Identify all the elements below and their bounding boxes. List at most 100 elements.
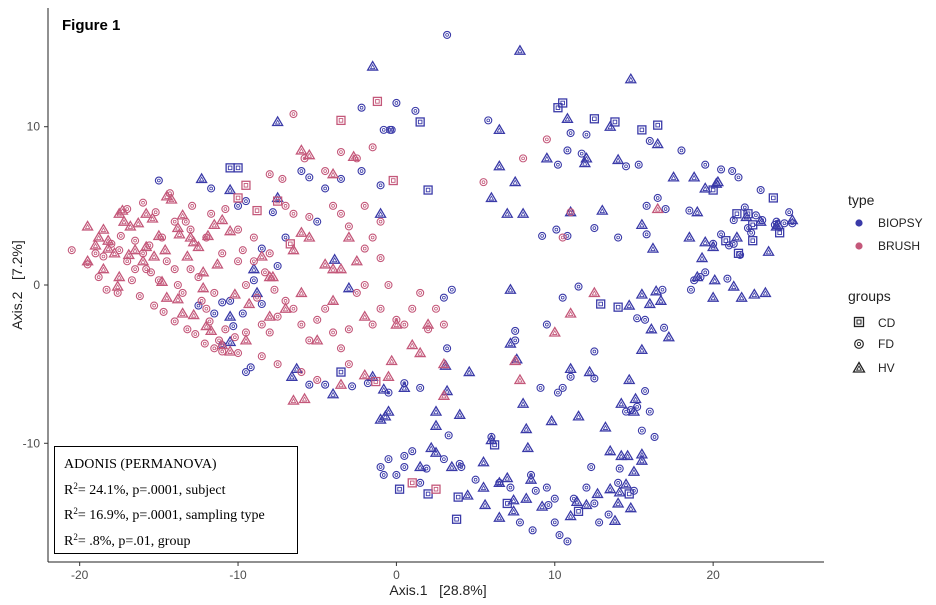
point-brush-fd [146, 268, 155, 277]
point-biopsy-fd [621, 407, 631, 416]
point-brush-fd [368, 233, 377, 242]
point-biopsy-hv [223, 310, 237, 321]
point-biopsy-hv [667, 171, 680, 182]
point-biopsy-fd [701, 268, 710, 277]
point-biopsy-fd [661, 204, 670, 214]
x-tick-label: 20 [706, 568, 720, 582]
point-biopsy-cd [721, 236, 731, 246]
point-biopsy-fd [528, 526, 537, 535]
point-brush-fd [368, 320, 377, 329]
point-brush-hv [548, 326, 561, 337]
point-biopsy-cd [573, 506, 584, 516]
point-biopsy-fd [550, 494, 559, 503]
legend-biopsy-label: BIOPSY [878, 216, 923, 230]
point-biopsy-fd [756, 185, 765, 195]
point-brush-fd [336, 344, 346, 353]
point-brush-fd [431, 304, 441, 313]
point-brush-fd [329, 201, 338, 210]
point-brush-hv [295, 144, 308, 155]
point-biopsy-hv [285, 370, 299, 381]
point-biopsy-fd [443, 344, 452, 353]
point-brush-fd [230, 333, 239, 342]
point-brush-hv [122, 248, 135, 260]
point-brush-fd [558, 233, 567, 242]
point-biopsy-fd [241, 197, 251, 206]
point-biopsy-fd [506, 483, 515, 492]
point-biopsy-fd [538, 231, 547, 240]
point-brush-fd [360, 280, 369, 290]
point-brush-fd [289, 110, 298, 119]
axes: -20 -10 0 10 20 -10 0 10 [23, 8, 824, 582]
point-biopsy-hv [646, 242, 660, 253]
point-biopsy-fd [634, 160, 643, 169]
point-biopsy-hv [493, 511, 506, 522]
point-biopsy-hv [477, 481, 490, 492]
point-biopsy-hv [429, 405, 443, 416]
point-brush-cd [285, 239, 295, 249]
point-biopsy-hv [608, 514, 622, 525]
point-brush-fd [210, 288, 219, 297]
point-biopsy-hv [762, 245, 775, 256]
point-biopsy-fd [400, 462, 409, 472]
point-brush-fd [162, 257, 171, 266]
point-biopsy-fd [642, 201, 651, 210]
point-biopsy-cd [225, 163, 235, 173]
point-brush-hv [358, 310, 371, 321]
point-brush-hv [295, 286, 308, 298]
point-biopsy-hv [513, 44, 527, 55]
point-biopsy-hv [429, 446, 443, 457]
point-biopsy-fd [439, 293, 448, 302]
point-brush-fd [542, 135, 551, 144]
point-brush-fd [241, 280, 251, 290]
point-biopsy-hv [501, 471, 514, 483]
point-brush-hv [140, 240, 153, 252]
point-biopsy-fd [443, 30, 452, 39]
point-biopsy-fd [642, 230, 651, 239]
point-biopsy-fd [484, 116, 493, 125]
legend-brush-label: BRUSH [878, 239, 920, 253]
point-brush-hv [255, 250, 268, 261]
point-biopsy-fd [587, 462, 596, 472]
point-brush-fd [408, 304, 417, 313]
point-brush-cd [431, 484, 441, 494]
point-brush-fd [360, 244, 369, 253]
point-biopsy-hv [564, 362, 577, 374]
point-brush-fd [113, 288, 122, 297]
point-brush-hv [187, 308, 200, 320]
point-biopsy-fd [241, 368, 251, 377]
point-brush-hv [437, 357, 451, 369]
point-biopsy-fd [645, 407, 654, 416]
point-biopsy-hv [635, 218, 649, 230]
point-brush-fd [221, 204, 230, 214]
point-brush-fd [439, 320, 448, 329]
point-biopsy-hv [688, 171, 701, 182]
point-brush-hv [326, 262, 340, 274]
point-biopsy-fd [701, 160, 710, 169]
point-brush-hv [124, 220, 137, 231]
point-biopsy-fd [558, 383, 567, 392]
point-brush-hv [152, 229, 165, 241]
point-biopsy-hv [691, 270, 704, 282]
point-biopsy-fd [723, 274, 732, 283]
point-brush-hv [334, 262, 348, 274]
point-biopsy-hv [520, 492, 533, 503]
point-biopsy-hv [572, 410, 585, 421]
point-biopsy-hv [382, 405, 395, 416]
point-brush-fd [289, 304, 298, 313]
point-brush-fd [151, 208, 160, 217]
point-brush-fd [273, 312, 282, 321]
point-biopsy-fd [729, 216, 738, 225]
point-biopsy-fd [229, 322, 238, 331]
legend-biopsy-swatch [855, 219, 863, 227]
point-brush-fd [416, 288, 425, 297]
point-brush-fd [233, 225, 243, 234]
point-biopsy-hv [708, 273, 721, 285]
point-biopsy-cd [624, 489, 634, 499]
point-biopsy-fd [531, 486, 540, 495]
point-biopsy-hv [524, 473, 538, 484]
point-biopsy-fd [336, 174, 346, 183]
point-biopsy-fd [640, 387, 650, 396]
point-brush-fd [352, 288, 361, 297]
point-biopsy-hv [414, 460, 427, 472]
point-biopsy-fd [717, 230, 726, 239]
